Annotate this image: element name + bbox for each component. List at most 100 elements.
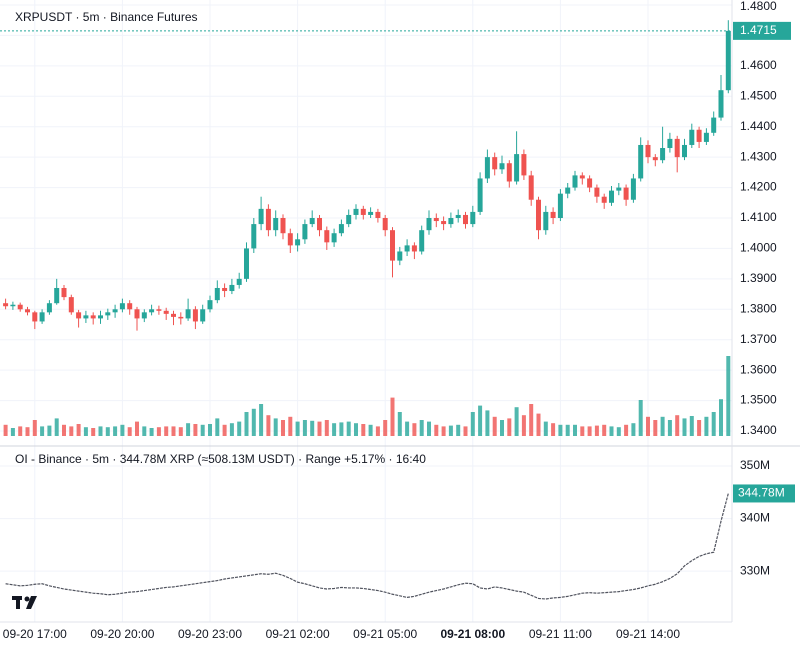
candle-body xyxy=(273,218,279,231)
volume-bar xyxy=(259,404,264,436)
candle-body xyxy=(609,190,614,203)
volume-bar xyxy=(295,421,300,436)
candle-body xyxy=(258,208,264,225)
volume-bar xyxy=(251,408,256,436)
candle-body xyxy=(338,224,344,234)
volume-bar xyxy=(390,397,395,436)
volume-bar xyxy=(441,426,446,436)
volume-bar xyxy=(105,427,110,436)
volume-bar xyxy=(427,421,431,436)
y-tick-label: 340M xyxy=(740,511,770,525)
candle-body xyxy=(360,208,366,215)
volume-bar xyxy=(624,424,629,436)
volume-bar xyxy=(302,420,307,436)
candle-body xyxy=(251,224,257,249)
volume-bar xyxy=(266,415,271,436)
x-tick-label: 09-21 14:00 xyxy=(616,627,680,641)
volume-bar xyxy=(229,423,234,436)
x-axis: 09-20 17:00 09-20 20:00 09-20 23:00 09-21 0… xyxy=(3,627,681,641)
candle-body xyxy=(134,309,140,319)
y-tick-label: 1.3800 xyxy=(740,301,777,315)
candle-body xyxy=(119,303,125,310)
volume-bar xyxy=(113,426,118,436)
volume-bar xyxy=(310,420,315,436)
volume-bar xyxy=(726,356,731,436)
candle-body xyxy=(601,196,607,203)
candle-body xyxy=(156,309,162,311)
y-tick-label: 1.3500 xyxy=(740,393,777,407)
volume-bar xyxy=(697,420,702,436)
candle-body xyxy=(587,178,593,188)
candle-body xyxy=(295,239,301,246)
candle-body xyxy=(68,297,74,313)
volume-bar xyxy=(507,418,512,436)
oi-line xyxy=(5,493,729,600)
candle-body xyxy=(572,175,578,188)
candle-body xyxy=(171,313,176,317)
volume-bar xyxy=(470,412,475,436)
volume-bar xyxy=(193,424,198,436)
volume-bar xyxy=(631,423,636,436)
volume-bar xyxy=(127,427,132,436)
volume-bar xyxy=(47,425,52,436)
y-tick-label: 1.4500 xyxy=(740,88,777,102)
volume-bar xyxy=(609,426,614,436)
y-tick-label: 1.4100 xyxy=(740,210,777,224)
candle-body xyxy=(711,117,717,133)
candle-body xyxy=(90,315,96,319)
candle-body xyxy=(324,230,330,243)
candle-body xyxy=(660,148,666,161)
volume-bar xyxy=(514,407,519,436)
candle-body xyxy=(32,312,38,322)
candle-body xyxy=(506,163,512,182)
y-tick-label: 1.4000 xyxy=(740,241,777,255)
y-tick-label: 1.3700 xyxy=(740,332,777,346)
y-tick-label: 1.4800 xyxy=(740,0,777,13)
candle-body xyxy=(244,248,249,279)
x-tick-label: 09-20 23:00 xyxy=(178,627,242,641)
candle-body xyxy=(492,157,498,170)
volume-bar xyxy=(689,416,694,436)
candle-body xyxy=(302,224,308,240)
x-tick-label: 09-21 02:00 xyxy=(266,627,330,641)
candle-body xyxy=(463,214,468,225)
x-tick-label: 09-21 08:00 xyxy=(440,627,505,641)
candle-body xyxy=(623,187,629,200)
volume-bar xyxy=(317,421,322,436)
candle-body xyxy=(718,90,724,118)
candle-body xyxy=(265,208,271,231)
candle-body xyxy=(448,218,454,225)
candle-body xyxy=(149,309,155,313)
volume-bar xyxy=(281,420,285,436)
candle-body xyxy=(630,178,636,200)
volume-bar xyxy=(660,416,665,436)
candle-body xyxy=(674,138,680,158)
candle-body xyxy=(163,310,169,314)
candle-body xyxy=(404,245,410,252)
volume-bar xyxy=(54,418,59,436)
candle-body xyxy=(39,312,45,322)
oi-title: OI - Binance · 5m · 344.78M XRP (≈508.13… xyxy=(15,452,426,466)
volume-bar xyxy=(62,424,66,436)
volume-bar xyxy=(40,426,45,436)
candle-body xyxy=(98,315,103,319)
candle-body xyxy=(725,30,731,91)
volume-bar xyxy=(368,424,373,436)
candle-body xyxy=(682,144,687,158)
volume-bar xyxy=(704,416,709,436)
last-value-box xyxy=(733,484,795,503)
candle-body xyxy=(331,233,337,243)
volume-bar xyxy=(83,427,88,436)
volume-bar xyxy=(529,404,534,436)
candle-body xyxy=(441,221,447,225)
volume-bar xyxy=(10,428,15,436)
candle-body xyxy=(528,175,534,200)
candle-body xyxy=(411,245,417,252)
x-tick-label: 09-21 11:00 xyxy=(529,627,592,641)
candle-body xyxy=(346,214,352,225)
candle-body xyxy=(46,303,52,313)
volume-bar xyxy=(91,428,96,436)
price-layer xyxy=(0,20,732,331)
candle-body xyxy=(433,218,439,222)
volume-bar xyxy=(543,421,548,436)
